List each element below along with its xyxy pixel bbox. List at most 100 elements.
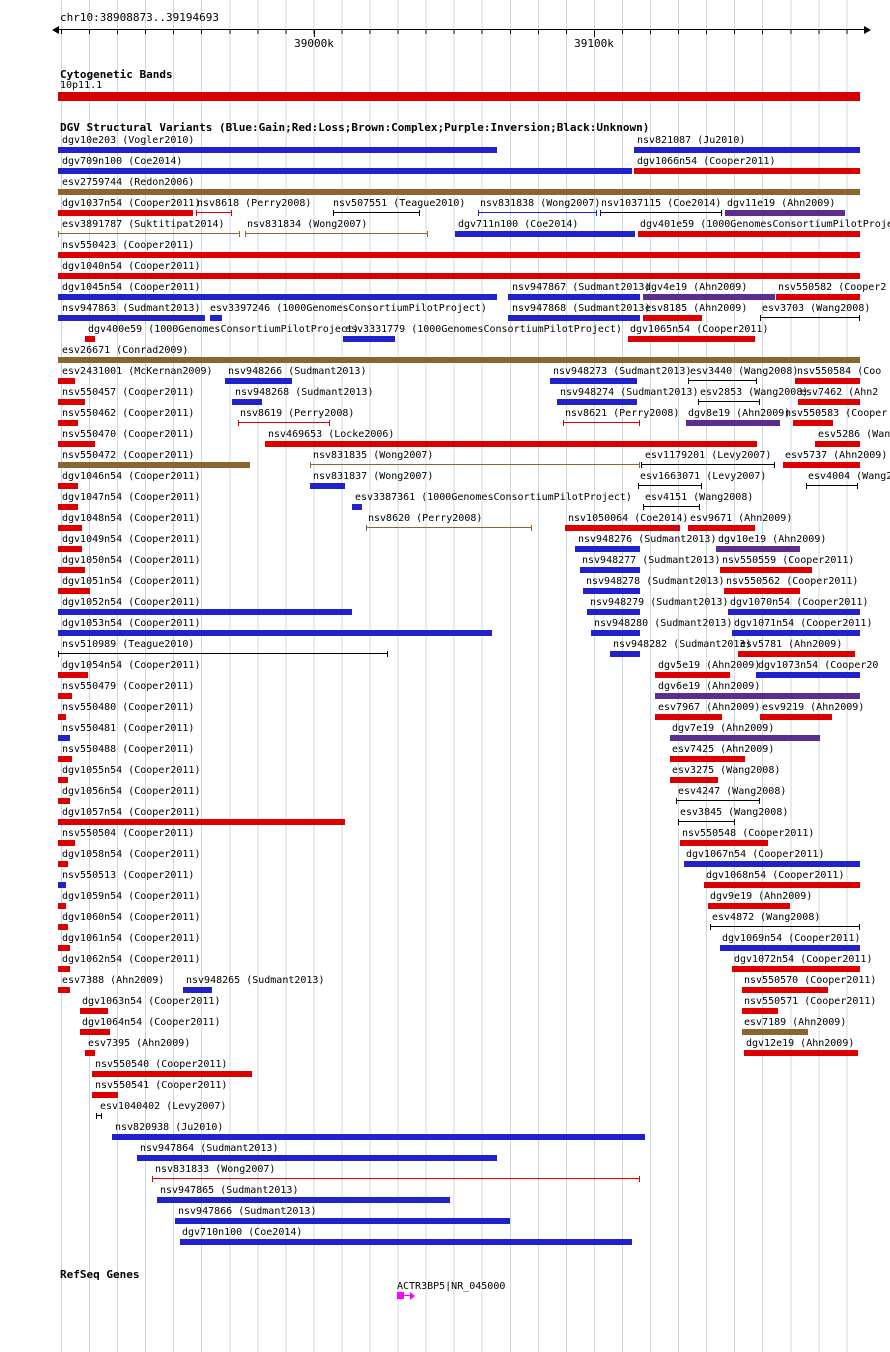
variant-bar-nsv948273[interactable] <box>550 378 637 384</box>
variant-bar-nsv550480[interactable] <box>58 714 66 720</box>
cytoband-bar[interactable] <box>58 92 860 101</box>
variant-bar-nsv507551[interactable] <box>333 210 420 216</box>
variant-bar-dgv1040n54[interactable] <box>58 273 860 279</box>
variant-bar-nsv948274[interactable] <box>557 399 637 405</box>
variant-bar-nsv947864[interactable] <box>137 1155 497 1161</box>
variant-bar-esv1663071[interactable] <box>638 483 702 489</box>
variant-bar-dgv12e19[interactable] <box>744 1050 858 1056</box>
variant-bar-dgv1073n54[interactable] <box>756 672 860 678</box>
variant-bar-esv9671[interactable] <box>688 525 755 531</box>
variant-bar-nsv550488[interactable] <box>58 756 72 762</box>
variant-bar-dgv1052n54[interactable] <box>58 609 352 615</box>
variant-bar-esv2431001[interactable] <box>58 378 75 384</box>
variant-bar-nsv947863[interactable] <box>58 315 205 321</box>
variant-bar-nsv8620[interactable] <box>366 525 532 531</box>
variant-bar-dgv1066n54[interactable] <box>634 168 860 174</box>
variant-bar-dgv1072n54[interactable] <box>732 966 860 972</box>
variant-bar-nsv831838[interactable] <box>478 210 597 216</box>
variant-bar-nsv550504[interactable] <box>58 840 75 846</box>
variant-bar-esv7388[interactable] <box>58 987 70 993</box>
variant-bar-dgv1046n54[interactable] <box>58 483 78 489</box>
variant-bar-esv7462[interactable] <box>798 399 860 405</box>
variant-bar-esv7425[interactable] <box>670 756 745 762</box>
variant-bar-dgv11e19[interactable] <box>725 210 845 216</box>
variant-bar-nsv550423[interactable] <box>58 252 860 258</box>
variant-bar-nsv948265[interactable] <box>183 987 212 993</box>
variant-bar-esv4004[interactable] <box>806 483 858 489</box>
variant-bar-dgv5e19[interactable] <box>655 672 730 678</box>
variant-bar-esv5781[interactable] <box>738 651 855 657</box>
variant-bar-dgv1071n54[interactable] <box>732 630 860 636</box>
variant-bar-dgv4e19[interactable] <box>643 294 775 300</box>
variant-bar-esv3845[interactable] <box>678 819 735 825</box>
variant-bar-esv1040402[interactable] <box>96 1113 102 1119</box>
variant-bar-nsv550457[interactable] <box>58 399 85 405</box>
variant-bar-nsv550583[interactable] <box>793 420 833 426</box>
variant-bar-nsv948266[interactable] <box>225 378 292 384</box>
variant-bar-dgv710n100[interactable] <box>180 1239 632 1245</box>
variant-bar-esv8185[interactable] <box>643 315 702 321</box>
variant-bar-esv3891787[interactable] <box>58 231 240 237</box>
variant-bar-dgv1065n54[interactable] <box>628 336 755 342</box>
variant-bar-esv9219[interactable] <box>760 714 832 720</box>
variant-bar-dgv1054n54[interactable] <box>58 672 88 678</box>
variant-bar-nsv948276[interactable] <box>575 546 640 552</box>
variant-bar-nsv550541[interactable] <box>92 1092 118 1098</box>
variant-bar-nsv821087[interactable] <box>634 147 860 153</box>
variant-bar-esv4872[interactable] <box>710 924 860 930</box>
variant-bar-dgv1062n54[interactable] <box>58 966 70 972</box>
variant-bar-nsv947868[interactable] <box>508 315 640 321</box>
variant-bar-nsv948277[interactable] <box>580 567 640 573</box>
variant-bar-esv2759744[interactable] <box>58 189 860 195</box>
variant-bar-nsv1050064[interactable] <box>565 525 680 531</box>
variant-bar-nsv550540[interactable] <box>92 1071 252 1077</box>
variant-bar-esv2853[interactable] <box>698 399 760 405</box>
variant-bar-dgv9e19[interactable] <box>708 903 790 909</box>
variant-bar-nsv820938[interactable] <box>112 1134 645 1140</box>
variant-bar-nsv550513[interactable] <box>58 882 66 888</box>
variant-bar-nsv948280[interactable] <box>591 630 640 636</box>
variant-bar-dgv1049n54[interactable] <box>58 546 82 552</box>
variant-bar-dgv400e59[interactable] <box>85 336 95 342</box>
variant-bar-dgv1069n54[interactable] <box>720 945 860 951</box>
variant-bar-nsv550479[interactable] <box>58 693 72 699</box>
variant-bar-dgv709n100[interactable] <box>58 168 632 174</box>
variant-bar-esv7189[interactable] <box>742 1029 808 1035</box>
variant-bar-dgv1051n54[interactable] <box>58 588 90 594</box>
variant-bar-esv1179201[interactable] <box>641 462 775 468</box>
variant-bar-dgv401e59[interactable] <box>638 231 860 237</box>
variant-bar-esv3440[interactable] <box>688 378 757 384</box>
variant-bar-nsv831833[interactable] <box>152 1176 640 1182</box>
variant-bar-nsv550570[interactable] <box>742 987 828 993</box>
variant-bar-dgv1058n54[interactable] <box>58 861 68 867</box>
variant-bar-nsv469653[interactable] <box>265 441 757 447</box>
variant-bar-nsv831837[interactable] <box>310 483 345 489</box>
variant-bar-nsv550462[interactable] <box>58 420 78 426</box>
variant-bar-dgv1059n54[interactable] <box>58 903 66 909</box>
variant-bar-nsv550559[interactable] <box>720 567 812 573</box>
variant-bar-nsv947866[interactable] <box>175 1218 510 1224</box>
variant-bar-nsv550548[interactable] <box>680 840 768 846</box>
variant-bar-dgv1063n54[interactable] <box>80 1008 108 1014</box>
variant-bar-nsv948282[interactable] <box>610 651 640 657</box>
variant-bar-nsv510989[interactable] <box>58 651 388 657</box>
variant-bar-dgv1067n54[interactable] <box>684 861 860 867</box>
variant-bar-dgv10e19[interactable] <box>716 546 800 552</box>
gene-glyph[interactable] <box>397 1292 415 1300</box>
variant-bar-dgv8e19[interactable] <box>686 420 780 426</box>
variant-bar-dgv1037n54[interactable] <box>58 210 193 216</box>
variant-bar-esv3397246[interactable] <box>210 315 222 321</box>
variant-bar-esv3387361[interactable] <box>352 504 362 510</box>
variant-bar-esv3275[interactable] <box>670 777 718 783</box>
variant-bar-esv4151[interactable] <box>643 504 700 510</box>
variant-bar-nsv948279[interactable] <box>587 609 640 615</box>
variant-bar-esv3703[interactable] <box>760 315 860 321</box>
variant-bar-dgv6e19[interactable] <box>655 693 860 699</box>
variant-bar-dgv1070n54[interactable] <box>728 609 860 615</box>
variant-bar-dgv1053n54[interactable] <box>58 630 492 636</box>
variant-bar-dgv1056n54[interactable] <box>58 798 70 804</box>
variant-bar-nsv948268[interactable] <box>232 399 262 405</box>
variant-bar-esv26671[interactable] <box>58 357 860 363</box>
variant-bar-nsv947865[interactable] <box>157 1197 450 1203</box>
variant-bar-nsv948278[interactable] <box>583 588 640 594</box>
